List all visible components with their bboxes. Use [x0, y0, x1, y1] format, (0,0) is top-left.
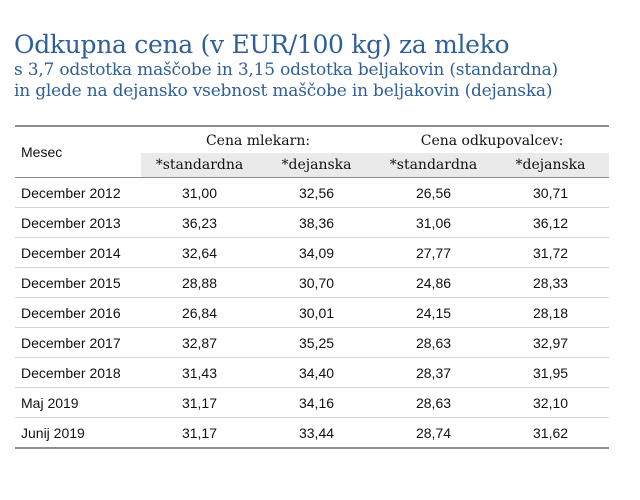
- column-group-buyers-label: Cena odkupovalcev:: [420, 133, 564, 149]
- month-cell: December 2017: [15, 327, 141, 358]
- value-cell: 32,10: [492, 387, 610, 418]
- column-header-actual-buyers: *dejanska: [492, 153, 610, 178]
- column-header-standard-buyers: *standardna: [375, 153, 493, 178]
- value-cell: 34,09: [258, 237, 376, 268]
- value-cell: 28,33: [492, 267, 610, 298]
- month-cell: Junij 2019: [15, 417, 141, 449]
- header-row-columns: *standardna *dejanska *standardna *dejan…: [15, 153, 610, 178]
- price-table: Mesec Cena mlekarn: Cena odkupovalcev: *…: [15, 125, 610, 449]
- value-cell: 31,62: [492, 417, 610, 449]
- value-cell: 28,63: [375, 387, 493, 418]
- price-table-container: Mesec Cena mlekarn: Cena odkupovalcev: *…: [15, 125, 610, 449]
- column-group-buyers: Cena odkupovalcev:: [375, 125, 610, 153]
- month-cell: December 2015: [15, 267, 141, 298]
- table-row: December 2016 26,84 30,01 24,15 28,18: [15, 297, 610, 328]
- table-row: December 2018 31,43 34,40 28,37 31,95: [15, 357, 610, 388]
- value-cell: 30,71: [492, 177, 610, 208]
- value-cell: 31,06: [375, 207, 493, 238]
- value-cell: 28,63: [375, 327, 493, 358]
- table-row: December 2014 32,64 34,09 27,77 31,72: [15, 237, 610, 268]
- column-header-actual-dairies: *dejanska: [258, 153, 376, 178]
- header-row-groups: Mesec Cena mlekarn: Cena odkupovalcev:: [15, 125, 610, 178]
- value-cell: 31,17: [141, 387, 258, 418]
- table-row: December 2012 31,00 32,56 26,56 30,71: [15, 177, 610, 208]
- value-cell: 31,00: [141, 177, 258, 208]
- value-cell: 35,25: [258, 327, 376, 358]
- value-cell: 38,36: [258, 207, 376, 238]
- month-cell: December 2013: [15, 207, 141, 238]
- month-cell: December 2014: [15, 237, 141, 268]
- value-cell: 34,40: [258, 357, 376, 388]
- value-cell: 32,97: [492, 327, 610, 358]
- chart-title: Odkupna cena (v EUR/100 kg) za mleko: [14, 30, 510, 59]
- table-body: December 2012 31,00 32,56 26,56 30,71 De…: [15, 177, 610, 449]
- value-cell: 24,86: [375, 267, 493, 298]
- month-cell: Maj 2019: [15, 387, 141, 418]
- title-block: Odkupna cena (v EUR/100 kg) za mleko s 3…: [14, 30, 624, 102]
- table-row: December 2013 36,23 38,36 31,06 36,12: [15, 207, 610, 238]
- value-cell: 27,77: [375, 237, 493, 268]
- value-cell: 31,95: [492, 357, 610, 388]
- table-row: Junij 2019 31,17 33,44 28,74 31,62: [15, 417, 610, 449]
- value-cell: 26,84: [141, 297, 258, 328]
- subtitle-line-2: in glede na dejansko vsebnost maščobe in…: [14, 81, 553, 101]
- value-cell: 33,44: [258, 417, 376, 449]
- value-cell: 32,56: [258, 177, 376, 208]
- value-cell: 34,16: [258, 387, 376, 418]
- month-cell: December 2012: [15, 177, 141, 208]
- value-cell: 28,37: [375, 357, 493, 388]
- column-group-dairies: Cena mlekarn:: [141, 125, 376, 153]
- subtitle-line-1: s 3,7 odstotka maščobe in 3,15 odstotka …: [14, 60, 558, 80]
- value-cell: 31,43: [141, 357, 258, 388]
- column-header-month: Mesec: [15, 125, 141, 178]
- table-row: Maj 2019 31,17 34,16 28,63 32,10: [15, 387, 610, 418]
- month-cell: December 2018: [15, 357, 141, 388]
- value-cell: 24,15: [375, 297, 493, 328]
- value-cell: 28,18: [492, 297, 610, 328]
- column-group-dairies-label: Cena mlekarn:: [205, 133, 311, 149]
- month-cell: December 2016: [15, 297, 141, 328]
- value-cell: 32,64: [141, 237, 258, 268]
- value-cell: 28,88: [141, 267, 258, 298]
- value-cell: 30,01: [258, 297, 376, 328]
- value-cell: 31,72: [492, 237, 610, 268]
- value-cell: 36,12: [492, 207, 610, 238]
- value-cell: 31,17: [141, 417, 258, 449]
- column-header-standard-dairies: *standardna: [141, 153, 258, 178]
- table-row: December 2015 28,88 30,70 24,86 28,33: [15, 267, 610, 298]
- value-cell: 26,56: [375, 177, 493, 208]
- value-cell: 28,74: [375, 417, 493, 449]
- value-cell: 36,23: [141, 207, 258, 238]
- value-cell: 30,70: [258, 267, 376, 298]
- table-row: December 2017 32,87 35,25 28,63 32,97: [15, 327, 610, 358]
- value-cell: 32,87: [141, 327, 258, 358]
